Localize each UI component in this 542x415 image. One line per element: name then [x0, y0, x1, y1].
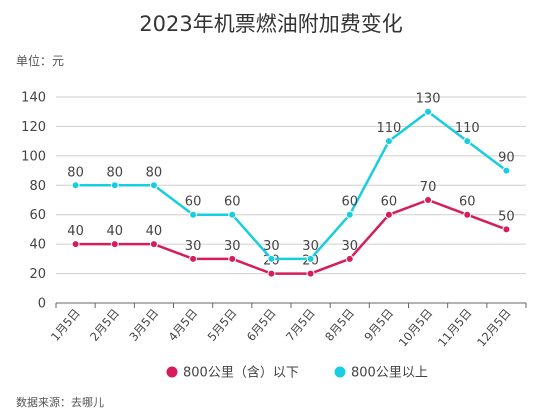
data-point-2-9 [384, 137, 393, 146]
y-tick-label-0: 0 [38, 297, 46, 312]
x-tick-label-3: 3月5日 [126, 306, 161, 344]
x-tick-label-6: 6月5日 [244, 306, 279, 344]
x-axis: 1月5日 2月5日 3月5日 4月5日 5月5日 6月5日 7月5日 8月5日 9月5日 10月5… [48, 302, 527, 349]
data-point-2-3 [149, 181, 158, 190]
data-label-2-5: 60 [224, 195, 241, 210]
y-axis: 0 20 40 60 80 100 120 140 [21, 91, 46, 312]
data-point-2-2 [110, 181, 119, 190]
data-label-2-7: 30 [302, 239, 319, 254]
data-point-1-12 [502, 225, 511, 234]
data-point-2-8 [345, 210, 354, 219]
data-point-1-2 [110, 240, 119, 249]
unit-label: 单位：元 [16, 54, 65, 68]
data-label-2-11: 110 [455, 121, 480, 136]
data-point-2-5 [228, 210, 237, 219]
y-tick-label-80: 80 [29, 179, 46, 194]
data-label-2-3: 80 [146, 165, 163, 180]
data-label-1-11: 60 [459, 195, 476, 210]
y-tick-label-40: 40 [29, 238, 46, 253]
data-point-2-10 [424, 107, 433, 116]
data-label-2-9: 110 [377, 121, 402, 136]
x-tick-label-8: 8月5日 [322, 306, 357, 344]
legend-marker-2 [334, 366, 346, 378]
data-label-1-2: 40 [106, 224, 123, 239]
data-point-1-5 [228, 254, 237, 263]
y-tick-label-60: 60 [29, 208, 46, 223]
data-label-2-1: 80 [67, 165, 84, 180]
data-label-1-10: 70 [420, 180, 437, 195]
data-point-2-4 [189, 210, 198, 219]
data-point-2-1 [71, 181, 80, 190]
x-tick-label-7: 7月5日 [283, 306, 318, 344]
source-note: 数据来源：去哪儿 [16, 396, 104, 409]
data-label-1-8: 30 [341, 239, 358, 254]
series-line-1 [74, 198, 508, 275]
data-label-2-8: 60 [341, 195, 358, 210]
data-point-1-9 [384, 210, 393, 219]
data-point-2-12 [502, 166, 511, 175]
data-point-1-4 [189, 254, 198, 263]
data-label-1-9: 60 [381, 195, 398, 210]
chart-title: 2023年机票燃油附加费变化 [139, 12, 403, 36]
x-tick-label-1: 1月5日 [48, 306, 83, 344]
x-tick-label-4: 4月5日 [165, 306, 200, 344]
data-label-2-10: 130 [416, 92, 441, 107]
legend-marker-1 [166, 366, 178, 378]
x-tick-label-2: 2月5日 [87, 306, 122, 344]
x-tick-label-12: 12月5日 [474, 306, 514, 349]
x-tick-label-9: 9月5日 [361, 306, 396, 344]
legend-label-2: 800公里以上 [351, 366, 428, 381]
data-label-2-12: 90 [498, 151, 515, 166]
data-label-1-4: 30 [185, 239, 202, 254]
data-point-1-10 [424, 196, 433, 204]
data-label-2-6: 30 [263, 239, 280, 254]
legend: 800公里（含）以下 800公里以上 [166, 365, 428, 381]
y-tick-label-140: 140 [21, 91, 46, 106]
x-tick-label-11: 11月5日 [435, 306, 475, 349]
data-point-1-7 [306, 269, 315, 278]
data-label-1-1: 40 [67, 224, 84, 239]
data-label-2-4: 60 [185, 195, 202, 210]
data-point-2-11 [463, 137, 472, 146]
series-2: 80 80 80 60 60 30 30 60 110 130 110 90 [67, 92, 515, 263]
series-layer: 4040403030202030607060508080806060303060… [67, 92, 515, 278]
legend-label-1: 800公里（含）以下 [183, 365, 299, 381]
data-point-1-3 [149, 240, 158, 249]
y-tick-label-20: 20 [29, 267, 46, 282]
data-label-1-12: 50 [498, 209, 515, 224]
data-point-1-11 [463, 210, 472, 219]
data-point-1-6 [267, 269, 276, 278]
y-tick-label-100: 100 [21, 149, 46, 164]
data-point-2-7 [306, 254, 315, 263]
data-point-1-1 [71, 240, 80, 249]
data-point-2-6 [267, 254, 276, 263]
series-1: 404040303020203060706050 [67, 180, 515, 278]
data-point-1-8 [345, 254, 354, 263]
x-tick-label-10: 10月5日 [396, 306, 436, 349]
series-line-2 [74, 110, 508, 261]
data-label-2-2: 80 [106, 165, 123, 180]
y-tick-label-120: 120 [21, 120, 46, 135]
data-label-1-3: 40 [146, 224, 163, 239]
x-tick-label-5: 5月5日 [205, 306, 240, 344]
data-label-1-5: 30 [224, 239, 241, 254]
